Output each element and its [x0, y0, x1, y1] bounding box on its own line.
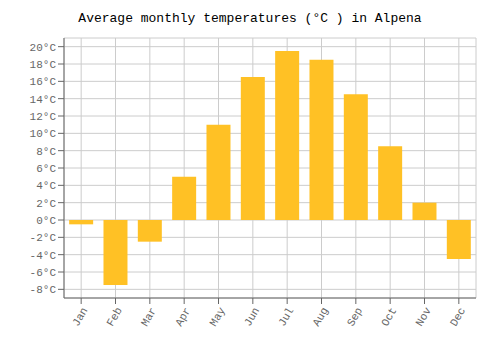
svg-text:Jan: Jan: [70, 305, 90, 328]
svg-text:10°C: 10°C: [30, 128, 57, 140]
svg-text:4°C: 4°C: [36, 180, 56, 192]
svg-text:May: May: [208, 305, 228, 328]
svg-text:Oct: Oct: [379, 305, 399, 328]
svg-text:6°C: 6°C: [36, 163, 56, 175]
svg-text:-2°C: -2°C: [30, 232, 57, 244]
svg-text:8°C: 8°C: [36, 146, 56, 158]
html-text:Average monthly temperatures (: Average monthly temperatures (°C ) in Al…: [78, 11, 422, 26]
svg-text:-8°C: -8°C: [30, 284, 57, 296]
svg-text:14°C: 14°C: [30, 94, 57, 106]
svg-text:Aug: Aug: [311, 305, 331, 328]
svg-text:Jul: Jul: [276, 305, 296, 328]
svg-text:Nov: Nov: [414, 305, 434, 328]
svg-text:Jun: Jun: [242, 305, 262, 328]
svg-text:20°C: 20°C: [30, 42, 57, 54]
svg-text:12°C: 12°C: [30, 111, 57, 123]
svg-text:Feb: Feb: [105, 305, 125, 328]
svg-text:2°C: 2°C: [36, 198, 56, 210]
svg-text:-4°C: -4°C: [30, 250, 57, 262]
svg-text:-6°C: -6°C: [30, 267, 57, 279]
svg-text:Apr: Apr: [173, 305, 193, 328]
svg-text:Mar: Mar: [139, 305, 159, 328]
svg-text:16°C: 16°C: [30, 76, 57, 88]
svg-text:Sep: Sep: [345, 305, 365, 328]
svg-text:18°C: 18°C: [30, 59, 57, 71]
svg-text:0°C: 0°C: [36, 215, 56, 227]
svg-text:Dec: Dec: [448, 305, 468, 328]
